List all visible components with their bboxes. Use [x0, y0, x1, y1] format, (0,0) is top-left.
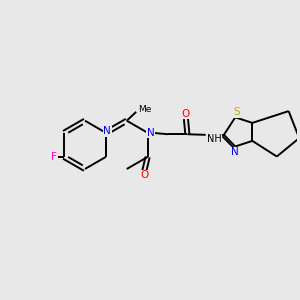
Text: Me: Me: [139, 105, 152, 114]
Text: N: N: [147, 128, 154, 138]
Text: S: S: [233, 107, 240, 117]
Text: O: O: [182, 109, 190, 119]
Text: F: F: [51, 152, 57, 162]
Text: NH: NH: [206, 134, 221, 144]
Text: N: N: [231, 147, 239, 157]
Text: N: N: [103, 126, 111, 136]
Text: O: O: [140, 170, 148, 180]
